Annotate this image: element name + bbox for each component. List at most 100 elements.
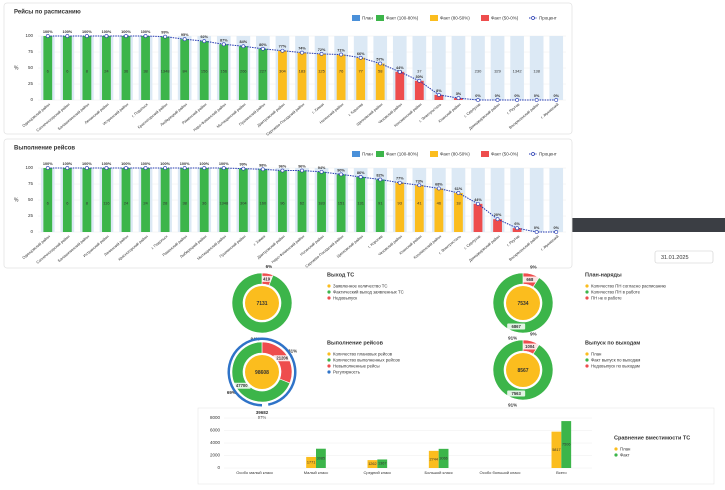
y-tick-label: 4000	[210, 440, 221, 445]
percent-label: 100%	[121, 162, 131, 166]
legend-label: Количество ПН в работе	[591, 289, 641, 294]
fact-bar	[43, 168, 53, 232]
date-input[interactable]	[654, 250, 714, 264]
percent-label: 0%	[475, 94, 481, 98]
segment-percent: 6%	[266, 264, 273, 269]
fact-bar	[473, 203, 483, 232]
legend-label: Факт (50-0%)	[491, 152, 519, 157]
y-tick-label: 8000	[210, 415, 221, 420]
fact-bar	[62, 168, 72, 232]
regularity-count: 39682	[256, 410, 269, 415]
legend-label: Заявленное количество ТС	[333, 283, 388, 288]
bar-label: 125	[318, 68, 325, 73]
percent-label: 96%	[279, 165, 287, 169]
percent-point	[515, 98, 520, 102]
chart-title: Выполнение рейсов	[14, 145, 75, 152]
fact-bar	[297, 52, 307, 100]
percent-point	[241, 44, 246, 49]
percent-point	[124, 166, 128, 170]
x-tick-label: Большой класс	[425, 470, 453, 475]
x-tick-label: Всего	[556, 470, 567, 475]
fact-bar	[219, 168, 229, 232]
fact-bar	[375, 179, 385, 232]
bar-label: 6	[66, 200, 69, 205]
x-tick-label: Средний класс	[363, 470, 391, 475]
segment-count: 21206	[276, 356, 288, 361]
bar-label: 1262	[368, 462, 376, 466]
bar-label: 2744	[430, 457, 438, 461]
percent-label: 100%	[43, 30, 53, 34]
fact-bar	[434, 94, 444, 100]
legend-label: План	[620, 446, 631, 451]
legend-label: Факт выпуск по выходам	[591, 357, 640, 362]
legend-label: План	[362, 152, 373, 157]
legend-label: Процент	[539, 152, 557, 157]
percent-point	[358, 175, 363, 179]
y-tick-label: 0	[30, 229, 33, 234]
fact-bar	[434, 188, 444, 232]
percent-point	[378, 177, 383, 182]
fact-bar	[141, 36, 150, 100]
percent-label: 100%	[160, 162, 170, 166]
donut-center	[245, 286, 279, 320]
percent-point	[84, 34, 89, 38]
percent-point	[202, 166, 207, 170]
percent-label: 0%	[495, 94, 501, 98]
percent-point	[221, 42, 226, 47]
percent-label: 61%	[455, 187, 463, 191]
percent-point	[417, 183, 422, 188]
fact-bar	[395, 182, 405, 232]
y-tick-label: 25	[28, 213, 34, 218]
legend-dot	[327, 296, 331, 300]
percent-label: 100%	[62, 30, 72, 34]
percent-label: 74%	[298, 47, 306, 51]
percent-point	[339, 172, 344, 177]
fact-bar	[356, 176, 366, 232]
percent-label: 82%	[376, 174, 384, 178]
percent-point	[319, 169, 324, 174]
bar-label: 5817	[552, 448, 560, 452]
fact-bar	[121, 168, 131, 232]
bar-label: 36	[202, 200, 207, 205]
percent-point	[456, 191, 461, 195]
bar-label: 266	[240, 68, 247, 73]
percent-label: 87%	[220, 38, 228, 42]
bar-label: 38	[143, 68, 148, 73]
legend-dot	[327, 364, 331, 368]
bar-label: 304	[279, 68, 286, 73]
legend-label: Процент	[539, 16, 557, 21]
fact-bar	[317, 171, 326, 232]
percent-point	[65, 34, 70, 38]
percent-label: 99%	[161, 31, 169, 35]
count-box	[520, 276, 539, 283]
segment-percent: 91%	[508, 403, 517, 408]
percent-point	[554, 98, 559, 102]
bar-label: 38	[182, 200, 187, 205]
legend-label: Факт (80-50%)	[440, 16, 470, 21]
percent-point	[143, 34, 148, 38]
fact-bar	[414, 185, 424, 232]
percent-label: 6%	[514, 222, 520, 226]
percent-point	[554, 230, 559, 234]
legend-dot	[585, 352, 589, 356]
fact-bar	[180, 39, 190, 100]
percent-label: 20%	[494, 213, 502, 217]
fact-bar	[102, 36, 111, 100]
y-tick-label: 0	[217, 465, 220, 470]
bar-label: 7506	[562, 443, 570, 447]
bar	[428, 450, 439, 468]
legend-label: Факт (50-0%)	[491, 16, 519, 21]
x-tick-label: Малый класс	[304, 470, 329, 475]
fact-bar	[278, 170, 287, 232]
bar-label: 230	[475, 68, 482, 73]
segment-count: 419	[263, 276, 271, 281]
segment-count: 6867	[512, 324, 522, 329]
bar-label: 160	[260, 200, 267, 205]
legend-dot	[585, 284, 589, 288]
percent-point	[143, 166, 148, 170]
percent-point	[436, 92, 441, 97]
y-axis-label: %	[14, 65, 19, 71]
legend-swatch	[352, 151, 360, 157]
bar-label: 18	[456, 200, 461, 205]
